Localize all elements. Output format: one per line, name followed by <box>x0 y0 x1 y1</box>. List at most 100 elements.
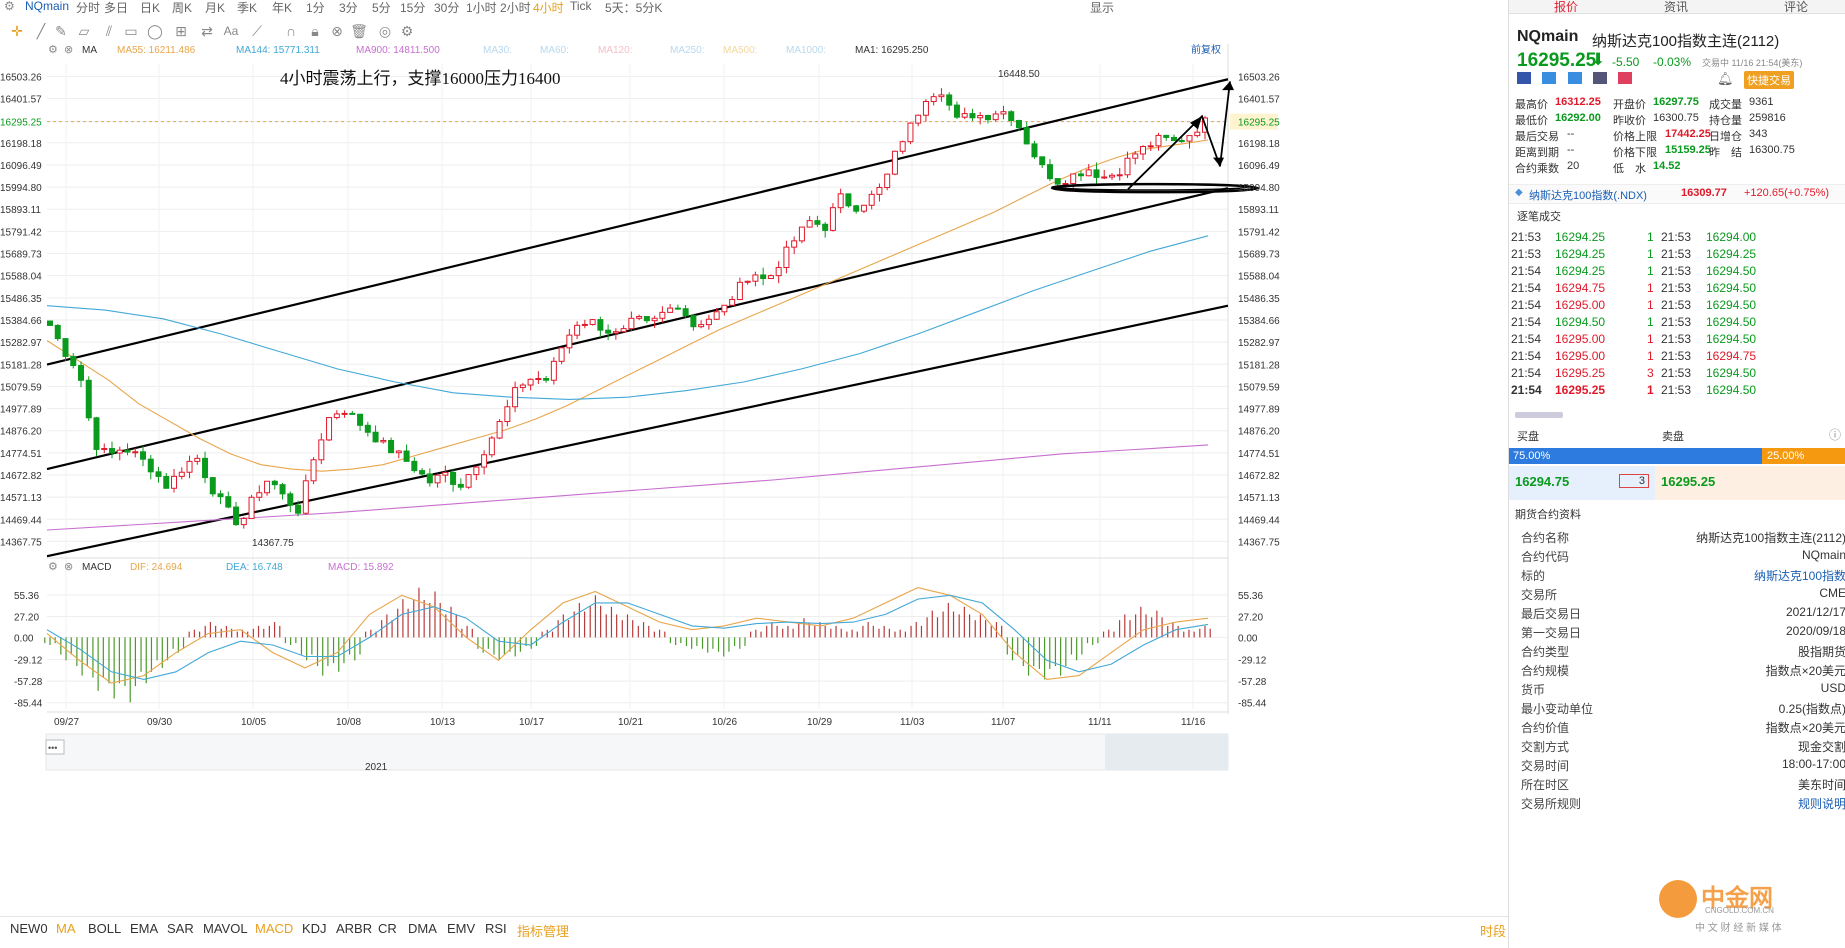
y-tick-right: 15689.73 <box>1238 250 1280 261</box>
timeline-navigator[interactable] <box>45 733 1229 771</box>
share-icon[interactable] <box>1542 72 1557 84</box>
y-tick-right: 14977.89 <box>1238 405 1280 416</box>
kline-chart[interactable]: 16503.26 16503.26 16401.57 16401.57 16295.25… <box>0 44 1508 916</box>
arrow-tool-icon[interactable]: ⇄ <box>201 23 213 39</box>
indicator-tab[interactable]: MA <box>56 921 76 936</box>
shape-tool-icon[interactable]: ▱ <box>78 23 90 39</box>
period-tab[interactable]: 季K <box>237 1 258 15</box>
stat-value: 16312.25 <box>1555 96 1601 108</box>
timeline-window[interactable] <box>1105 734 1228 770</box>
y-tick-left: 15079.59 <box>0 382 42 393</box>
measure-icon[interactable]: ⟋ <box>252 23 262 39</box>
period-tab[interactable]: 1小时 <box>466 1 497 15</box>
chart-icon[interactable] <box>1567 72 1582 84</box>
trade-row: 21:54 16295.00 1 21:53 16294.50 <box>1509 330 1845 350</box>
trade-price: 16294.25 <box>1555 264 1606 278</box>
candle-body <box>457 483 464 488</box>
timeline-handle[interactable] <box>45 739 65 755</box>
lock-icon[interactable]: 🔒︎ <box>311 23 319 39</box>
pen-tool-icon[interactable]: ✎ <box>55 23 67 39</box>
contract-value[interactable]: 纳斯达克100指数 <box>1753 569 1845 583</box>
indicator-tab[interactable]: ARBR <box>336 921 373 936</box>
indicator-tab[interactable]: MAVOL <box>203 921 248 936</box>
period-tab[interactable]: 多日 <box>104 1 129 15</box>
period-tab[interactable]: 30分 <box>434 1 460 15</box>
ellipse-tool-icon[interactable]: ◯ <box>147 23 163 39</box>
period-tab[interactable]: Tick <box>570 0 592 13</box>
period-tab[interactable]: 月K <box>205 1 226 15</box>
candle-body <box>341 412 348 415</box>
indicator-tab[interactable]: MACD <box>255 921 294 936</box>
magnet-icon[interactable]: ∩ <box>285 23 297 39</box>
indicator-tab[interactable]: NEW0 <box>10 921 48 936</box>
contract-value[interactable]: 规则说明 <box>1797 797 1845 811</box>
display-menu[interactable]: 显示 <box>1090 1 1115 15</box>
tab-comments[interactable]: 评论 <box>1784 0 1809 14</box>
us-flag-icon[interactable] <box>1517 72 1531 84</box>
indicator-tab[interactable]: BOLL <box>88 921 122 936</box>
stat-value: 16292.00 <box>1555 112 1601 124</box>
candle-body <box>442 471 449 476</box>
indicator-tab[interactable]: EMV <box>447 921 476 936</box>
contract-row: 交易时间 18:00-17:00 <box>1509 754 1845 776</box>
trade-price: 16295.25 <box>1555 383 1606 397</box>
indicator-tab[interactable]: 指标管理 <box>517 924 570 939</box>
period-tab[interactable]: 4小时 <box>533 1 564 15</box>
channel-tool-icon[interactable]: ⫽ <box>105 23 113 39</box>
period-tab[interactable]: 年K <box>272 1 293 15</box>
period-tab[interactable]: 5分 <box>372 1 391 15</box>
trade-time-2: 21:53 <box>1661 298 1692 312</box>
candle-body <box>62 338 69 357</box>
trash-icon[interactable]: 🗑︎ <box>350 23 368 39</box>
trade-time: 21:53 <box>1511 247 1542 261</box>
candle-body <box>1139 146 1146 155</box>
help-icon[interactable]: ⓘ <box>1829 428 1842 442</box>
index-name[interactable]: 纳斯达克100指数(.NDX) <box>1529 190 1647 202</box>
line-tool-icon[interactable]: ╱ <box>36 23 46 39</box>
contract-key: 合约代码 <box>1521 550 1570 564</box>
trades-scrollbar[interactable] <box>1515 412 1563 418</box>
crosshair-icon[interactable]: ✛ <box>11 23 23 39</box>
tab-quote[interactable]: 报价 <box>1554 0 1579 14</box>
rect-tool-icon[interactable]: ▭ <box>124 23 138 39</box>
trade-row: 21:53 16294.25 1 21:53 16294.25 <box>1509 245 1845 265</box>
candle-body <box>109 448 116 454</box>
fib-tool-icon[interactable]: ⊞ <box>175 23 187 39</box>
indicator-tab[interactable]: SAR <box>167 921 194 936</box>
period-tab[interactable]: 5天：5分K <box>605 1 663 15</box>
gear-icon[interactable]: ⚙ <box>400 23 414 39</box>
period-tab[interactable]: 2小时 <box>500 1 531 15</box>
low-price-label: 14367.75 <box>252 538 294 549</box>
settings-icon[interactable]: ⚙ <box>4 0 15 13</box>
text-tool-icon[interactable]: Aa <box>223 24 239 38</box>
indicator-tab[interactable]: EMA <box>130 921 159 936</box>
candle-body <box>349 412 356 415</box>
indicator-tab[interactable]: CR <box>378 921 397 936</box>
candle-body <box>698 324 705 328</box>
stat-value: 14.52 <box>1653 160 1681 172</box>
macd-y-tick-right: -29.12 <box>1238 656 1267 667</box>
indicator-tab[interactable]: DMA <box>408 921 437 936</box>
period-tab[interactable]: 15分 <box>400 1 426 15</box>
period-tab[interactable]: 分时 <box>76 1 101 15</box>
indicator-tab[interactable]: KDJ <box>302 921 327 936</box>
bell-icon[interactable]: 🔔︎ <box>1717 71 1734 86</box>
candle-body <box>1101 176 1108 179</box>
ma30-legend: MA30: <box>483 45 512 56</box>
period-tab[interactable]: 周K <box>172 1 193 15</box>
quick-trade-button[interactable]: 快捷交易 <box>1744 71 1794 89</box>
delete-icon[interactable]: ⊗ <box>331 23 343 39</box>
eye-icon[interactable]: ◎ <box>378 23 392 39</box>
heart-icon[interactable] <box>1618 72 1633 84</box>
period-tab[interactable]: 日K <box>140 1 161 15</box>
panel-name: 纳斯达克100指数主连(2112) <box>1592 33 1780 50</box>
period-tab[interactable]: 1分 <box>306 1 325 15</box>
session-toggle[interactable]: 时段 <box>1480 924 1507 939</box>
candle-body <box>667 307 674 313</box>
symbol-label[interactable]: NQmain <box>25 0 70 13</box>
indicator-tab[interactable]: RSI <box>485 921 507 936</box>
tab-news[interactable]: 资讯 <box>1664 0 1689 14</box>
period-tab[interactable]: 3分 <box>339 1 358 15</box>
doc-icon[interactable] <box>1593 72 1608 84</box>
candle-body <box>295 504 302 514</box>
